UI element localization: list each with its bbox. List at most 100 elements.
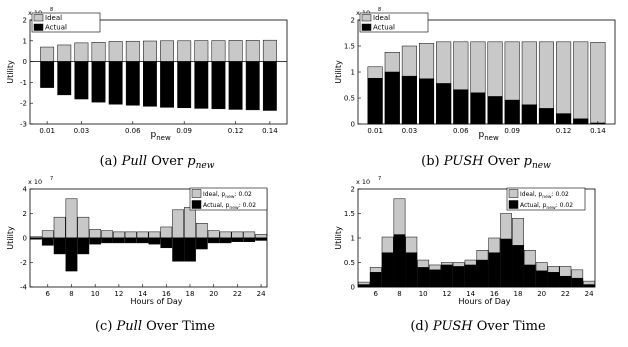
exponent-power: 8	[50, 7, 53, 13]
caption-c: (c) Pull Over Time	[95, 319, 215, 334]
legend-swatch-actual	[361, 23, 372, 31]
x-tick-label: 6	[374, 290, 379, 298]
bar-actual	[405, 252, 418, 288]
x-tick-label: 8	[69, 290, 73, 298]
bar-ideal	[207, 230, 220, 239]
bar-actual	[57, 61, 72, 96]
bar-actual	[488, 252, 501, 288]
legend-swatch-ideal	[508, 189, 519, 198]
bar-actual	[108, 61, 123, 105]
y-tick-label: 1	[351, 69, 355, 77]
bar-actual	[523, 264, 536, 288]
y-axis-label: Utility	[6, 226, 15, 250]
bar-ideal	[53, 216, 66, 239]
y-axis-label: Utility	[334, 226, 343, 250]
bar-actual	[160, 61, 174, 108]
y-tick-label: -2	[20, 100, 27, 108]
bar-actual	[89, 237, 102, 245]
bar-actual	[547, 272, 560, 288]
x-tick-label: 20	[209, 290, 218, 298]
bar-actual	[401, 75, 417, 125]
x-tick-label: 22	[561, 290, 570, 298]
x-tick-label: 14	[466, 290, 475, 298]
bar-actual	[441, 264, 453, 288]
y-tick-label: -1	[20, 79, 27, 87]
legend-swatch-actual	[508, 200, 519, 209]
bar-actual	[219, 237, 232, 244]
bar-actual	[148, 237, 161, 245]
bar-actual	[53, 237, 66, 255]
y-tick-label: 0	[23, 235, 27, 243]
legend-label-ideal: Ideal, pnew: 0.02	[203, 191, 252, 200]
bar-ideal	[177, 40, 192, 62]
x-tick-label: 8	[397, 290, 401, 298]
y-tick-label: 1	[351, 235, 355, 243]
bar-ideal	[57, 44, 72, 62]
x-tick-label: 0.12	[556, 127, 572, 135]
bar-actual	[136, 237, 149, 244]
bar-actual	[177, 61, 192, 109]
bar-actual	[41, 237, 54, 246]
bar-ideal	[219, 231, 232, 239]
bar-ideal	[172, 209, 185, 239]
x-tick-label: 20	[537, 290, 546, 298]
bar-actual	[470, 92, 486, 125]
x-tick-label: 0.14	[262, 127, 278, 135]
y-tick-label: 2	[351, 17, 355, 25]
x-tick-label: 0.06	[125, 127, 141, 135]
bar-ideal	[245, 40, 260, 62]
y-axis-label: Utility	[6, 60, 15, 84]
bar-ideal	[211, 40, 226, 62]
x-axis-label: pnew	[151, 130, 171, 142]
legend-swatch-actual	[191, 200, 202, 209]
bar-actual	[77, 237, 90, 255]
x-tick-label: 10	[91, 290, 100, 298]
bar-ideal	[148, 231, 161, 239]
bar-ideal	[194, 40, 209, 62]
exponent-label: x 10	[356, 178, 370, 186]
legend-label-ideal: Ideal	[373, 14, 390, 22]
legend-box	[189, 187, 268, 211]
chart-b: 00.511.520.010.030.060.090.120.14x 108Ut…	[334, 7, 616, 171]
bar-ideal	[65, 198, 78, 239]
bar-actual	[124, 237, 137, 244]
bar-actual	[512, 245, 524, 288]
x-tick-label: 18	[186, 290, 195, 298]
bar-actual	[393, 234, 406, 288]
legend-box	[506, 187, 586, 211]
bar-ideal	[228, 40, 243, 62]
y-tick-label: 1	[23, 37, 27, 45]
x-tick-label: 0.03	[402, 127, 418, 135]
bar-ideal	[243, 231, 256, 239]
bar-ideal	[255, 234, 267, 239]
y-axis-label: Utility	[334, 60, 343, 84]
y-tick-label: -2	[20, 259, 27, 267]
y-tick-label: 0.5	[344, 95, 355, 103]
bar-actual	[243, 237, 256, 242]
legend-box	[359, 12, 429, 33]
bar-actual	[184, 237, 196, 262]
x-tick-label: 0.12	[228, 127, 244, 135]
bar-actual	[429, 269, 441, 288]
x-tick-label: 0.01	[367, 127, 383, 135]
x-tick-label: 10	[419, 290, 428, 298]
x-tick-label: 22	[233, 290, 242, 298]
exponent-power: 7	[378, 176, 381, 182]
x-tick-label: 0.09	[176, 127, 192, 135]
bar-actual	[453, 89, 469, 125]
caption-d: (d) PUSH Over Time	[410, 319, 546, 334]
legend-box	[31, 12, 101, 33]
bar-ideal	[143, 40, 157, 62]
legend-swatch-ideal	[33, 14, 44, 22]
x-tick-label: 14	[138, 290, 147, 298]
bar-actual	[384, 71, 400, 125]
x-tick-label: 12	[114, 290, 123, 298]
bar-ideal	[160, 226, 173, 239]
bar-actual	[231, 237, 244, 242]
x-axis-label: Hours of Day	[130, 297, 182, 306]
y-tick-label: -3	[20, 121, 27, 129]
y-tick-label: 4	[23, 186, 28, 194]
bar-actual	[194, 61, 209, 109]
bar-actual	[476, 259, 489, 288]
